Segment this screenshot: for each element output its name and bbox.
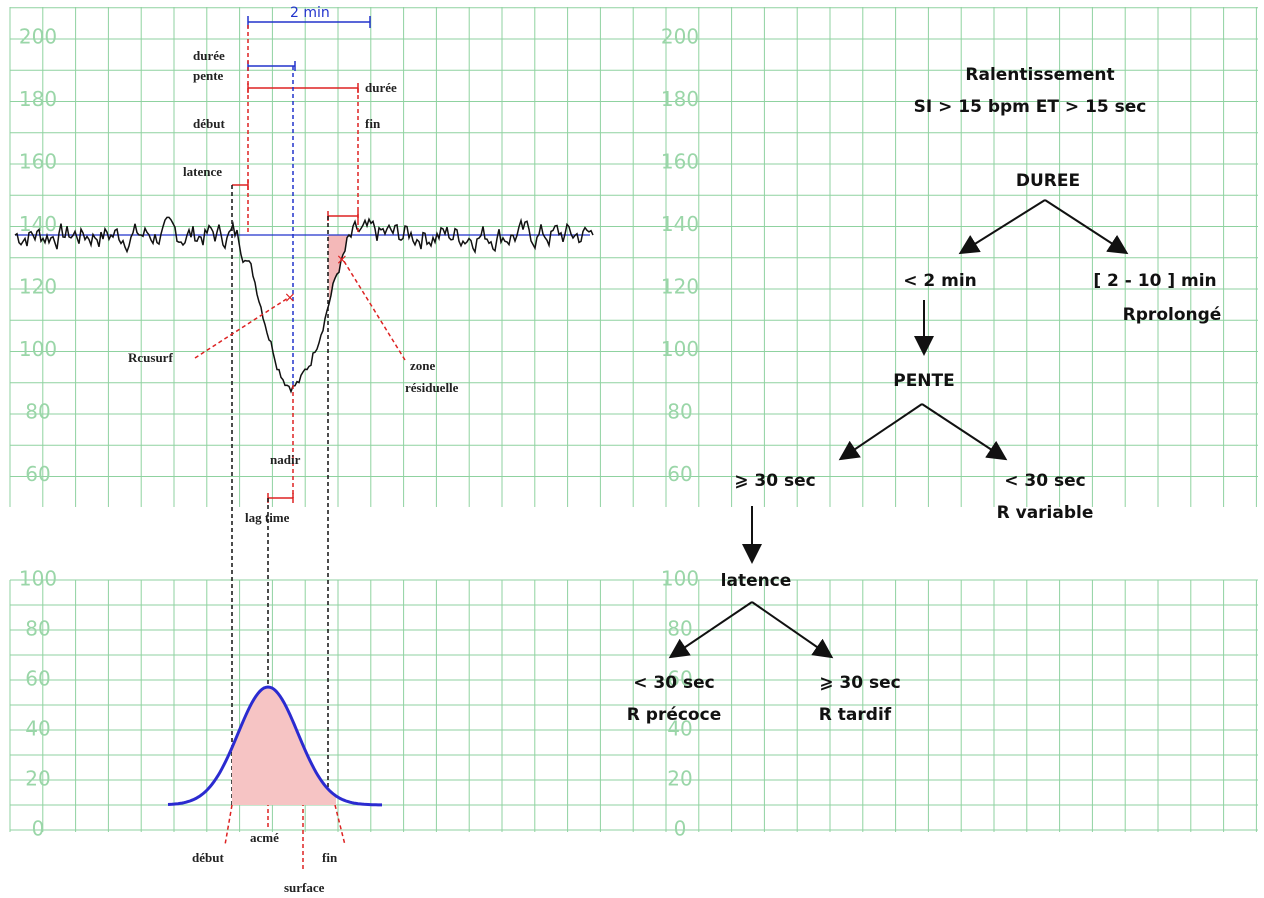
tree-text: Ralentissement — [965, 65, 1114, 85]
label: durée — [365, 80, 397, 95]
tree-text: ⩾ 30 sec — [819, 673, 900, 693]
axis-label: 140 — [19, 212, 57, 236]
label: acmé — [250, 830, 279, 845]
axis-label: 100 — [661, 567, 699, 591]
axis-label: 80 — [25, 400, 50, 424]
tree-text: SI > 15 bpm ET > 15 sec — [914, 97, 1147, 117]
axis-label: 0 — [32, 817, 45, 841]
arrow — [1044, 199, 1129, 255]
tree-text: < 30 sec — [633, 673, 714, 693]
axis-label: 160 — [19, 150, 57, 174]
tree-text: R précoce — [627, 705, 721, 725]
label: fin — [365, 116, 381, 131]
axis-label: 60 — [667, 462, 692, 486]
contraction-curve — [167, 685, 382, 807]
tree-text: R tardif — [819, 705, 892, 725]
tree-text: Rprolongé — [1123, 305, 1222, 325]
axis-label: 180 — [19, 87, 57, 111]
axis-label: 60 — [25, 667, 50, 691]
tree-text: PENTE — [893, 371, 955, 391]
tree-text: < 30 sec — [1004, 471, 1085, 491]
label: 2 min — [290, 5, 330, 21]
tree-text: latence — [721, 571, 792, 591]
axis-label: 40 — [25, 717, 50, 741]
axis-label: 180 — [661, 87, 699, 111]
label: nadir — [270, 452, 301, 467]
axis-label: 20 — [667, 767, 692, 791]
label: début — [193, 116, 225, 131]
axis-label: 120 — [19, 275, 57, 299]
axis-label: 100 — [19, 567, 57, 591]
label: fin — [322, 850, 338, 865]
tree-text: DUREE — [1016, 171, 1080, 191]
arrow — [751, 601, 834, 659]
contraction-area — [232, 687, 336, 805]
annotations: 2 min durée pente durée début fin latenc… — [128, 5, 459, 895]
label: durée — [193, 48, 225, 63]
axis-label: 40 — [667, 717, 692, 741]
label: lag time — [245, 510, 290, 525]
axis-label: 140 — [661, 212, 699, 236]
svg-text:×: × — [336, 252, 348, 268]
residual-zone — [328, 235, 358, 304]
axis-label: 100 — [661, 337, 699, 361]
axis-label: 0 — [674, 817, 687, 841]
label: pente — [193, 68, 224, 83]
tree-text: [ 2 - 10 ] min — [1093, 271, 1216, 291]
axis-label: 80 — [667, 400, 692, 424]
label: Rcusurf — [128, 350, 173, 365]
arrow — [668, 601, 753, 659]
axis-label: 60 — [25, 462, 50, 486]
tree-text: < 2 min — [903, 271, 977, 291]
axis-label: 80 — [25, 617, 50, 641]
fhr-trace — [14, 216, 594, 394]
label: surface — [284, 880, 325, 895]
axis-label: 60 — [667, 667, 692, 691]
svg-text:×: × — [284, 290, 296, 306]
measure-lines: × × × — [194, 16, 406, 872]
tree-text: R variable — [997, 503, 1094, 523]
arrow — [838, 403, 923, 461]
axis-label: 120 — [661, 275, 699, 299]
label: résiduelle — [405, 380, 459, 395]
label: zone — [410, 358, 436, 373]
decision-tree: Ralentissement SI > 15 bpm ET > 15 sec D… — [627, 65, 1222, 725]
axis-label: 20 — [25, 767, 50, 791]
axis-label: 200 — [661, 25, 699, 49]
grid — [9, 7, 1258, 832]
arrow — [921, 403, 1008, 461]
axis-label: 100 — [19, 337, 57, 361]
axis-label: 160 — [661, 150, 699, 174]
label: latence — [183, 164, 222, 179]
axis-label: 200 — [19, 25, 57, 49]
label: début — [192, 850, 224, 865]
tree-text: ⩾ 30 sec — [734, 471, 815, 491]
arrow — [958, 199, 1046, 255]
axis-label: 80 — [667, 617, 692, 641]
